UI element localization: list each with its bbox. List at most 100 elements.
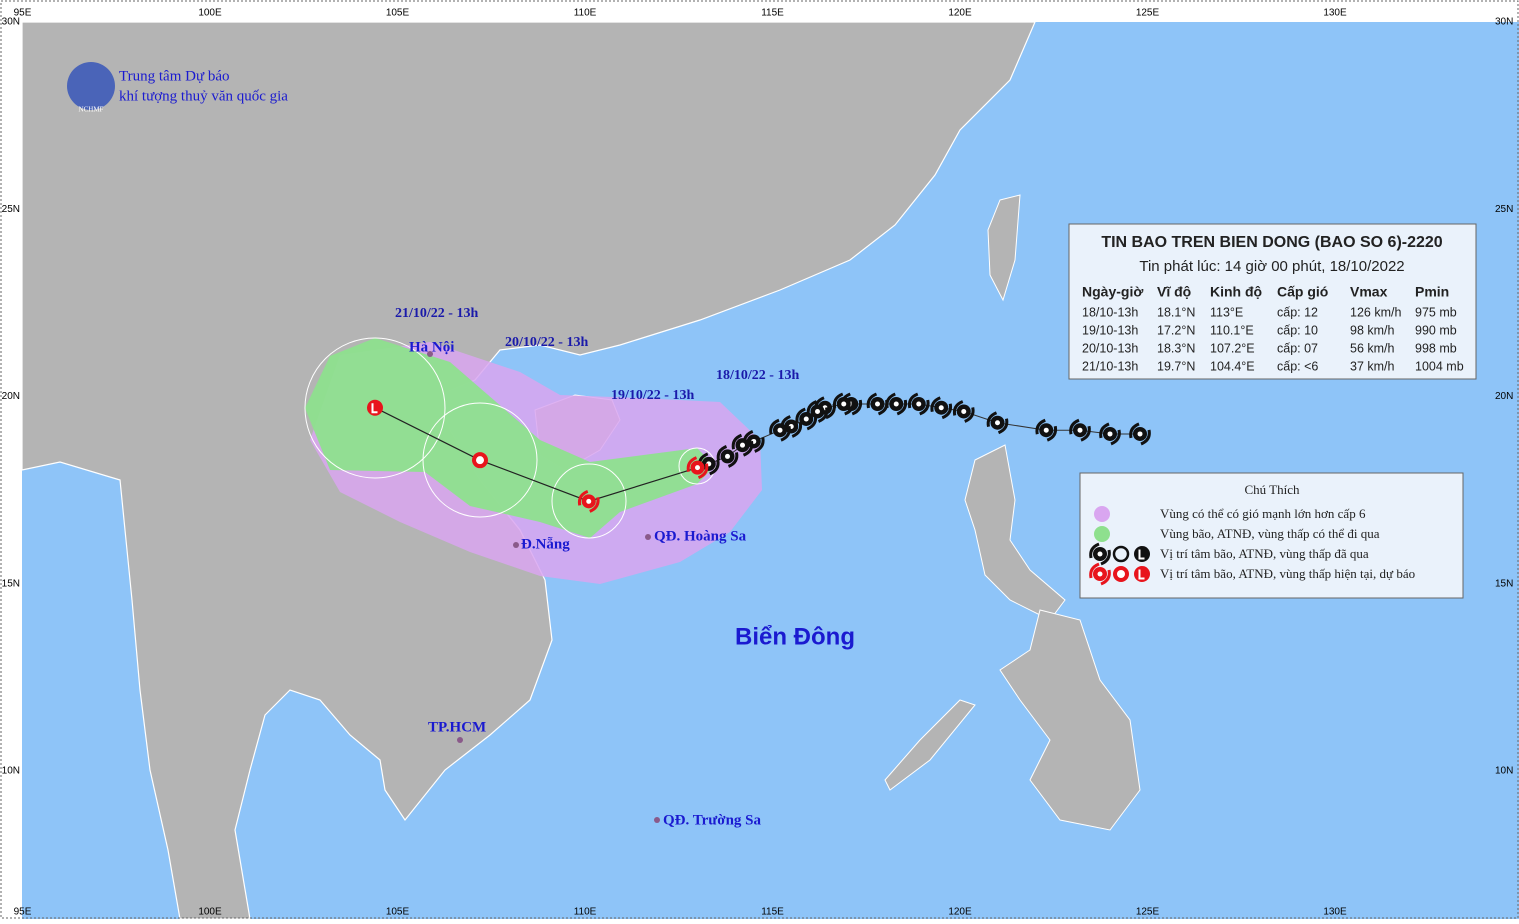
storm-tail [577,489,600,513]
lon-tick-label: 100E [198,8,222,19]
track-label: 21/10/22 - 13h [395,306,478,321]
forecast-position [577,489,600,513]
legend-label: Vị trí tâm bão, ATNĐ, vùng thấp đã qua [1160,546,1369,561]
lon-tick-label: 105E [386,8,410,19]
past-position [731,433,754,457]
lat-tick-label: 10N [2,766,20,777]
logo-abbr: NCHMF [79,106,104,114]
lat-tick-label: 30N [2,17,20,28]
forecast-position [367,399,383,416]
low-letter [1138,549,1145,560]
place-label: QĐ. Trường Sa [663,812,762,828]
table-cell: 37 km/h [1350,359,1395,373]
storm-eye [938,405,944,411]
low-letter [1138,569,1145,580]
lon-tick-label: 100E [198,907,222,918]
storm-tail [1089,562,1111,586]
past-position [952,400,975,423]
legend: Chú Thích Vùng có thể có gió mạnh lớn hơ… [1079,472,1464,599]
table-cell: 1004 mb [1415,359,1464,373]
storm-tail [686,456,709,480]
lon-tick-label: 95E [14,8,32,19]
table-cell: 20/10-13h [1082,341,1138,355]
bulletin-box [1068,223,1477,380]
table-cell: 19/10-13h [1082,323,1138,337]
lon-tick-label: 110E [574,8,597,19]
place-label: QĐ. Hoàng Sa [654,528,747,544]
logo-text: khí tượng thuỷ văn quốc gia [119,88,288,104]
storm-tail [952,400,975,423]
legend-title: Chú Thích [1244,482,1300,497]
city-dot [654,817,660,823]
bulletin-subtitle: Tin phát lúc: 14 giờ 00 phút, 18/10/2022 [1139,258,1404,275]
forecast-position [472,452,488,469]
table-cell: cấp: 07 [1277,341,1318,355]
table-cell: 113°E [1210,305,1243,319]
logo: NCHMF Trung tâm Dự báo khí tượng thuỷ vă… [67,62,288,114]
table-header: Kinh độ [1210,284,1262,300]
storm-eye [916,401,922,407]
legend-swatch [1094,506,1110,522]
lon-tick-label: 130E [1323,8,1347,19]
storm-eye [803,416,809,422]
storm-eye [1107,431,1113,437]
place-label: Hà Nội [409,339,454,355]
past-position [769,418,791,442]
table-cell: 18.1°N [1157,305,1195,319]
table-cell: 126 km/h [1350,305,1401,319]
storm-tail [1089,542,1111,566]
lat-tick-label: 15N [1495,578,1513,589]
storm-eye [695,465,700,471]
storm-eye [815,408,820,414]
low-disc [1134,546,1150,562]
storm-eye [841,401,847,407]
track-label: 20/10/22 - 13h [505,335,588,350]
lon-tick-label: 120E [948,907,972,918]
lat-tick-label: 30N [1495,17,1513,28]
lat-tick-label: 15N [2,578,20,589]
storm-tail [866,392,889,416]
storm-tail [731,433,754,457]
legend-label: Vùng có thể có gió mạnh lớn hơn cấp 6 [1160,506,1366,521]
track-label: 19/10/22 - 13h [611,388,694,403]
storm-eye [1097,571,1103,577]
storm-eye [1137,431,1143,437]
past-position [716,445,739,468]
table-cell: 98 km/h [1350,323,1395,337]
table-cell: 975 mb [1415,305,1457,319]
low-letter [371,403,378,414]
logo-emblem [67,62,115,110]
table-header: Pmin [1415,284,1449,300]
city-dot [427,351,433,357]
storm-tail [986,411,1009,435]
table-header: Vmax [1350,284,1388,300]
city-dot [645,534,651,540]
forecast-track-line [374,407,698,502]
visayas-mindanao [999,609,1141,831]
storm-eye [1043,427,1049,433]
sea-label: Biển Đông [735,623,855,650]
bulletin-title: TIN BAO TREN BIEN DONG (BAO SO 6)-2220 [1101,234,1442,251]
past-position [930,396,953,420]
table-cell: 21/10-13h [1082,359,1138,373]
table-cell: 56 km/h [1350,341,1395,355]
bulletin: TIN BAO TREN BIEN DONG (BAO SO 6)-2220 T… [1068,223,1477,380]
storm-eye [875,401,880,407]
depression-eye [476,456,484,465]
past-position [1069,418,1091,442]
past-position [1035,418,1058,442]
depression-eye [1117,570,1125,578]
mainland [21,21,1036,920]
table-cell: 998 mb [1415,341,1457,355]
luzon [964,444,1066,621]
storm-cone [305,338,715,538]
storm-tail [930,396,953,420]
storm-eye [777,427,783,433]
past-position [986,411,1009,435]
storm-tail [795,407,818,431]
table-cell: cấp: 10 [1277,323,1318,337]
place-label: TP.HCM [428,719,486,735]
places: Hà Nội Đ.Nẵng QĐ. Hoàng Sa Biển Đông TP.… [395,306,855,828]
